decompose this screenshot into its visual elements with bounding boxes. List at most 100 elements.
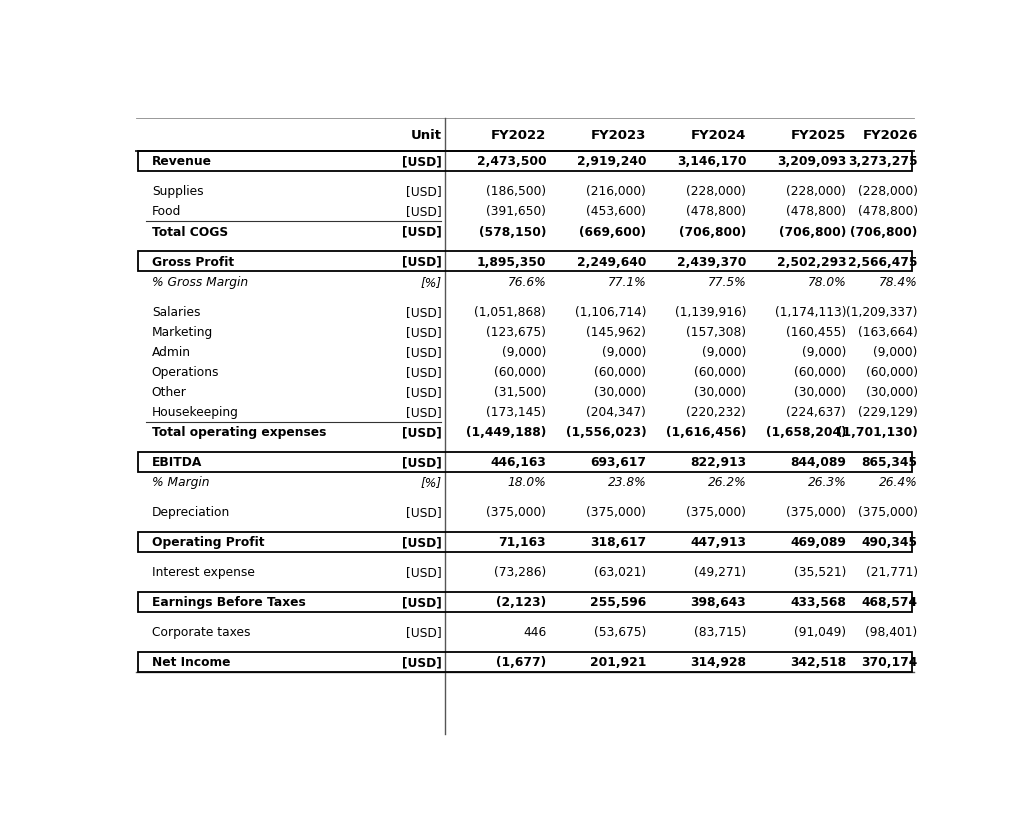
Text: 447,913: 447,913 — [690, 536, 746, 549]
Text: 78.0%: 78.0% — [808, 276, 846, 288]
Text: (186,500): (186,500) — [486, 185, 546, 198]
Text: 26.3%: 26.3% — [808, 476, 846, 489]
Text: [USD]: [USD] — [406, 306, 441, 318]
Text: 2,249,640: 2,249,640 — [577, 255, 646, 268]
Text: [USD]: [USD] — [406, 345, 441, 359]
Text: [%]: [%] — [420, 476, 441, 489]
Text: (1,658,204): (1,658,204) — [766, 426, 846, 439]
Text: 370,174: 370,174 — [861, 656, 918, 669]
Text: (35,521): (35,521) — [794, 566, 846, 579]
Text: (145,962): (145,962) — [586, 325, 646, 339]
Text: 342,518: 342,518 — [791, 656, 846, 669]
Text: (60,000): (60,000) — [495, 366, 546, 378]
Text: 693,617: 693,617 — [590, 455, 646, 469]
Text: [USD]: [USD] — [406, 386, 441, 398]
Text: (9,000): (9,000) — [502, 345, 546, 359]
Text: 77.5%: 77.5% — [708, 276, 746, 288]
Text: (30,000): (30,000) — [865, 386, 918, 398]
Text: (1,209,337): (1,209,337) — [846, 306, 918, 318]
Bar — [137, 532, 912, 552]
Text: 433,568: 433,568 — [791, 595, 846, 609]
Text: 865,345: 865,345 — [861, 455, 918, 469]
Text: [USD]: [USD] — [401, 455, 441, 469]
Text: (1,051,868): (1,051,868) — [474, 306, 546, 318]
Text: (21,771): (21,771) — [865, 566, 918, 579]
Text: (2,123): (2,123) — [496, 595, 546, 609]
Text: 77.1%: 77.1% — [607, 276, 646, 288]
Text: % Gross Margin: % Gross Margin — [152, 276, 248, 288]
Text: (1,106,714): (1,106,714) — [574, 306, 646, 318]
Text: Gross Profit: Gross Profit — [152, 255, 233, 268]
Text: FY2026: FY2026 — [862, 128, 918, 142]
Text: Unit: Unit — [411, 128, 441, 142]
Text: [USD]: [USD] — [406, 566, 441, 579]
Text: (375,000): (375,000) — [586, 506, 646, 519]
Text: (229,129): (229,129) — [858, 406, 918, 419]
Text: (1,449,188): (1,449,188) — [466, 426, 546, 439]
Text: (578,150): (578,150) — [479, 225, 546, 238]
Text: Operations: Operations — [152, 366, 219, 378]
Text: 468,574: 468,574 — [861, 595, 918, 609]
Text: FY2025: FY2025 — [791, 128, 846, 142]
Text: (228,000): (228,000) — [858, 185, 918, 198]
Text: (220,232): (220,232) — [686, 406, 746, 419]
Text: (83,715): (83,715) — [694, 626, 746, 638]
Text: (375,000): (375,000) — [486, 506, 546, 519]
Text: (123,675): (123,675) — [486, 325, 546, 339]
Text: (31,500): (31,500) — [494, 386, 546, 398]
Text: (30,000): (30,000) — [594, 386, 646, 398]
Text: (391,650): (391,650) — [486, 205, 546, 219]
Bar — [137, 592, 912, 612]
Text: (706,800): (706,800) — [850, 225, 918, 238]
Text: (1,701,130): (1,701,130) — [837, 426, 918, 439]
Text: % Margin: % Margin — [152, 476, 209, 489]
Text: FY2024: FY2024 — [691, 128, 746, 142]
Text: (63,021): (63,021) — [594, 566, 646, 579]
Text: (706,800): (706,800) — [679, 225, 746, 238]
Text: (30,000): (30,000) — [794, 386, 846, 398]
Text: 3,146,170: 3,146,170 — [677, 155, 746, 168]
Text: (1,174,113): (1,174,113) — [775, 306, 846, 318]
Text: 2,566,475: 2,566,475 — [848, 255, 918, 268]
Text: (30,000): (30,000) — [694, 386, 746, 398]
Text: (163,664): (163,664) — [858, 325, 918, 339]
Bar — [137, 652, 912, 672]
Text: 76.6%: 76.6% — [508, 276, 546, 288]
Text: 822,913: 822,913 — [690, 455, 746, 469]
Text: (375,000): (375,000) — [686, 506, 746, 519]
Text: Corporate taxes: Corporate taxes — [152, 626, 250, 638]
Text: (706,800): (706,800) — [779, 225, 846, 238]
Text: 71,163: 71,163 — [499, 536, 546, 549]
Text: (91,049): (91,049) — [794, 626, 846, 638]
Text: 3,273,275: 3,273,275 — [848, 155, 918, 168]
Text: (669,600): (669,600) — [580, 225, 646, 238]
Bar — [137, 252, 912, 272]
Text: EBITDA: EBITDA — [152, 455, 202, 469]
Text: 201,921: 201,921 — [590, 656, 646, 669]
Text: (173,145): (173,145) — [486, 406, 546, 419]
Text: [USD]: [USD] — [401, 255, 441, 268]
Text: 3,209,093: 3,209,093 — [777, 155, 846, 168]
Text: Net Income: Net Income — [152, 656, 230, 669]
Text: (375,000): (375,000) — [858, 506, 918, 519]
Text: [USD]: [USD] — [401, 426, 441, 439]
Text: Total COGS: Total COGS — [152, 225, 228, 238]
Bar — [137, 452, 912, 472]
Bar — [137, 152, 912, 171]
Text: Depreciation: Depreciation — [152, 506, 230, 519]
Text: Housekeeping: Housekeeping — [152, 406, 239, 419]
Text: (98,401): (98,401) — [865, 626, 918, 638]
Text: Total operating expenses: Total operating expenses — [152, 426, 327, 439]
Text: [USD]: [USD] — [406, 626, 441, 638]
Text: [USD]: [USD] — [406, 406, 441, 419]
Text: Salaries: Salaries — [152, 306, 201, 318]
Text: Admin: Admin — [152, 345, 190, 359]
Text: [USD]: [USD] — [401, 225, 441, 238]
Text: 23.8%: 23.8% — [607, 476, 646, 489]
Text: [%]: [%] — [420, 276, 441, 288]
Text: Marketing: Marketing — [152, 325, 213, 339]
Text: (73,286): (73,286) — [494, 566, 546, 579]
Text: (224,637): (224,637) — [786, 406, 846, 419]
Text: 26.4%: 26.4% — [879, 476, 918, 489]
Text: Revenue: Revenue — [152, 155, 212, 168]
